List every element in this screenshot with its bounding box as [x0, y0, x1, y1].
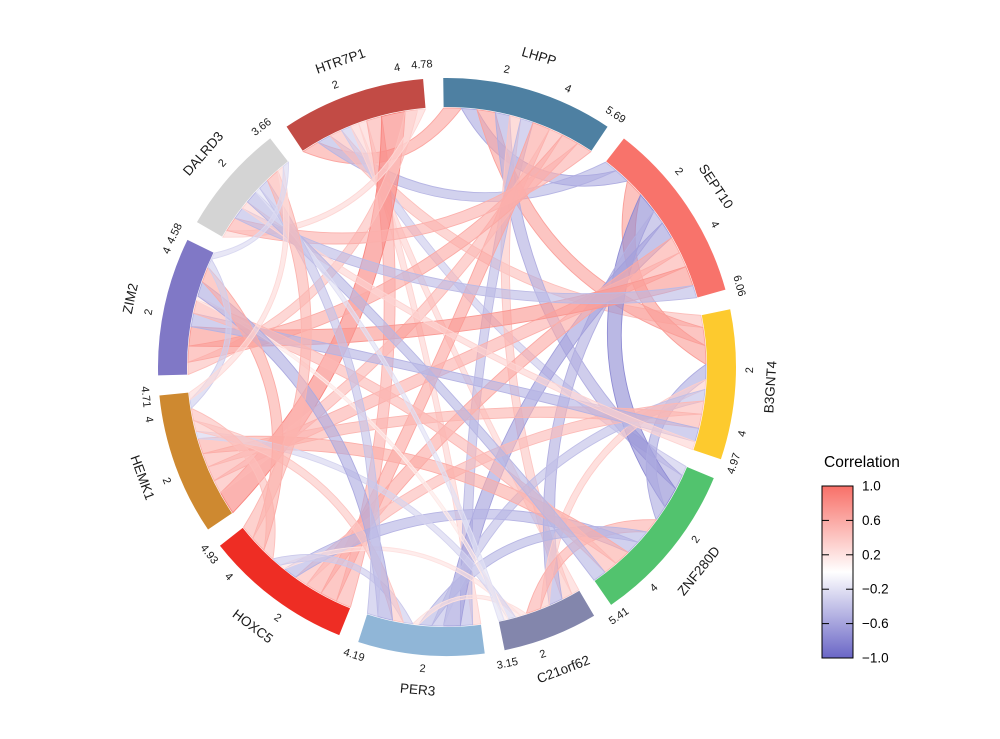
chord-HEMK1-DALRD3: [188, 165, 290, 401]
sector-label-SEPT10: SEPT10: [696, 161, 736, 211]
tick-label: 4: [222, 571, 235, 584]
sector-arc-SEPT10: [606, 138, 726, 298]
chord-C21orf62-HEMK1: [195, 430, 517, 620]
sector-label-ZNF280D: ZNF280D: [675, 543, 724, 598]
tick-label: 2: [143, 308, 156, 316]
sector-end-tick-label: 4.58: [165, 221, 185, 246]
legend-tick-label: 0.6: [862, 513, 881, 528]
tick-label: 4: [142, 415, 155, 423]
legend-colorbar: [821, 485, 854, 659]
sector-end-tick-label: 4.93: [198, 542, 221, 566]
chord-links: [187, 107, 707, 627]
sector-label-B3GNT4: B3GNT4: [761, 360, 779, 414]
legend-title: Correlation: [824, 454, 900, 471]
chord-ZNF280D-DALRD3: [246, 191, 606, 581]
chord-B3GNT4-DALRD3: [241, 201, 696, 451]
sector-arc-C21orf62: [498, 590, 595, 651]
tick-label: 2: [538, 648, 548, 661]
sector-arc-HTR7P1: [286, 78, 426, 151]
tick-label: 2: [419, 663, 426, 675]
tick-label: 2: [689, 534, 702, 546]
tick-label: 2: [503, 63, 511, 76]
sector-label-ZIM2: ZIM2: [120, 282, 141, 315]
sector-end-tick-label: 3.66: [249, 116, 273, 139]
sector-end-tick-label: 5.41: [607, 605, 631, 627]
sector-label-HEMK1: HEMK1: [127, 453, 157, 502]
sector-end-tick-label: 6.06: [730, 274, 747, 298]
chord-B3GNT4-ZIM2: [190, 312, 700, 443]
tick-label: 4: [563, 82, 573, 95]
sector-end-tick-label: 4.19: [342, 646, 366, 664]
sector-end-tick-label: 5.69: [603, 104, 627, 126]
legend-tick-label: 0.2: [862, 547, 881, 562]
tick-label: 4: [648, 582, 661, 595]
sector-arc-HOXC5: [219, 527, 351, 636]
legend-tick-label: −1.0: [862, 651, 889, 666]
chord-SEPT10-DALRD3: [234, 207, 698, 304]
sector-arc-ZNF280D: [594, 466, 714, 605]
legend-tick-label: −0.6: [862, 616, 889, 631]
sector-arc-LHPP: [443, 77, 608, 151]
sector-label-HTR7P1: HTR7P1: [313, 45, 367, 76]
tick-label: 2: [272, 611, 284, 624]
legend-tick-label: −0.2: [862, 582, 889, 597]
tick-label: 2: [216, 157, 229, 170]
chord-HTR7P1-DALRD3: [222, 108, 427, 238]
sector-end-tick-label: 4.78: [411, 58, 433, 72]
sector-arc-PER3: [358, 614, 485, 657]
sector-end-tick-label: 4.71: [138, 386, 152, 409]
tick-label: 2: [160, 476, 173, 486]
sector-ring: [157, 77, 736, 657]
tick-label: 2: [672, 166, 685, 178]
tick-label: 2: [330, 79, 340, 92]
tick-label: 4: [161, 246, 174, 256]
legend-tick-label: 1.0: [862, 479, 881, 494]
chord-C21orf62-DALRD3: [255, 187, 505, 622]
sector-arc-ZIM2: [157, 239, 214, 376]
sector-label-DALRD3: DALRD3: [180, 129, 226, 179]
sector-end-tick-label: 4.97: [725, 452, 743, 476]
chord-PER3-DALRD3: [259, 179, 381, 618]
chord-C21orf62-ZIM2: [196, 295, 509, 621]
correlation-legend: Correlation 1.0 0.6 0.2 −0.2 −0.6 −1.0: [821, 454, 900, 666]
chord-ZIM2-DALRD3: [210, 161, 289, 260]
chord-HOXC5-DALRD3: [242, 170, 312, 540]
chord-HTR7P1-ZIM2: [187, 109, 419, 376]
tick-label: 4: [708, 219, 721, 230]
sector-arc-B3GNT4: [693, 309, 736, 460]
sector-label-PER3: PER3: [399, 681, 435, 699]
sector-label-LHPP: LHPP: [520, 44, 558, 68]
sector-arc-HEMK1: [159, 392, 233, 530]
tick-label: 4: [736, 429, 749, 438]
sector-label-HOXC5: HOXC5: [230, 606, 276, 646]
sector-arc-DALRD3: [196, 138, 288, 237]
tick-label: 2: [744, 367, 756, 373]
sector-end-tick-label: 3.15: [496, 656, 519, 672]
tick-label: 4: [393, 62, 401, 75]
